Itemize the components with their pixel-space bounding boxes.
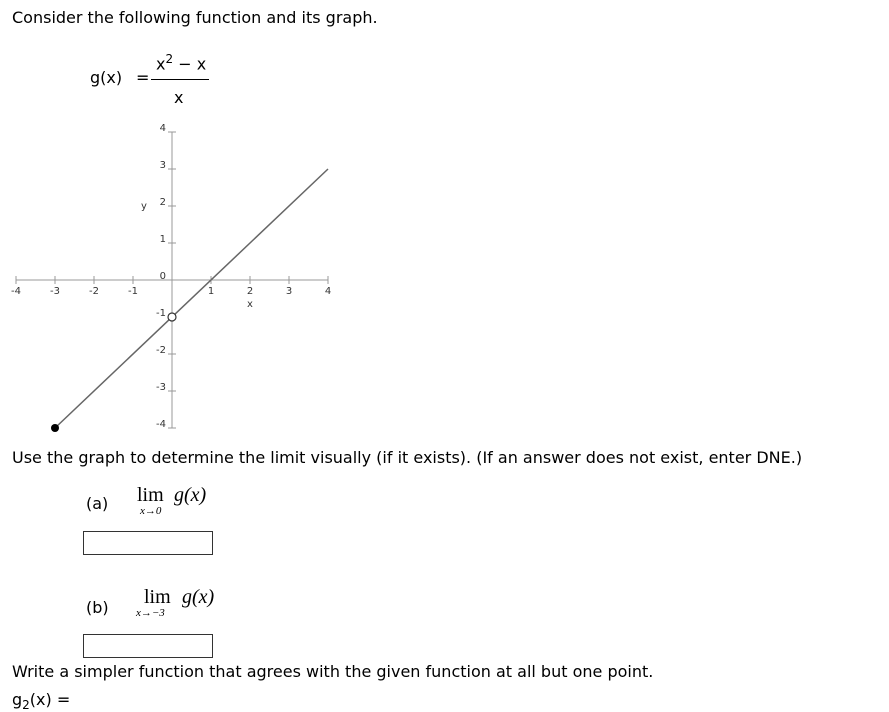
x-tick-label: 2 — [247, 286, 253, 297]
fraction-bar — [151, 79, 209, 80]
num-rest: − x — [173, 54, 207, 74]
numerator: x2 − x — [156, 52, 206, 73]
equals: = — [136, 68, 150, 87]
x-tick-label: 3 — [286, 286, 292, 297]
x-tick-label: 1 — [208, 286, 214, 297]
lim-expr: g(x) — [182, 586, 215, 608]
y-tick-label: 1 — [160, 234, 166, 245]
num-exp: 2 — [165, 52, 174, 66]
y-tick-label: 2 — [160, 197, 166, 208]
num-base: x — [156, 54, 166, 74]
y-tick-label: -3 — [156, 382, 166, 393]
closed-point — [51, 424, 59, 432]
y-tick-label: 3 — [160, 160, 166, 171]
answer-input[interactable] — [83, 634, 213, 658]
x-tick-label: -4 — [11, 286, 21, 297]
intro: Consider the following function and its … — [12, 8, 378, 27]
y-tick-label: 0 — [160, 271, 166, 282]
graph: -4 -3 -2 -1 1 2 3 4 -4 -3 -2 -1 0 1 2 3 4 x y — [11, 123, 331, 432]
graph-line — [54, 168, 329, 429]
x-tick-label: 4 — [325, 286, 331, 297]
denominator: x — [174, 88, 184, 107]
fn-name: g — [12, 690, 23, 709]
x-axis-label: x — [247, 299, 253, 310]
y-tick-label: -1 — [156, 308, 166, 319]
x-tick-label: -2 — [89, 286, 99, 297]
x-tick-label: -1 — [128, 286, 138, 297]
x-tick-label: -3 — [50, 286, 60, 297]
lim: lim — [144, 586, 171, 608]
lim-sub: x→0 — [140, 505, 162, 517]
fn-rest: (x) = — [29, 690, 71, 709]
y-tick-label: 4 — [160, 123, 166, 134]
open-point — [167, 312, 177, 322]
function-name: g(x) — [90, 68, 123, 87]
lim: lim — [137, 484, 164, 506]
simpler-prompt: Write a simpler function that agrees wit… — [12, 662, 654, 681]
part-label: (a) — [86, 494, 109, 513]
y-axis-label: y — [141, 201, 147, 212]
instruction: Use the graph to determine the limit vis… — [12, 448, 803, 467]
lim-sub: x→−3 — [136, 607, 165, 619]
fn-sub: 2 — [22, 698, 30, 712]
answer-input[interactable] — [83, 531, 213, 555]
lim-expr: g(x) — [174, 484, 207, 506]
y-tick-label: -4 — [156, 419, 166, 430]
part-label: (b) — [86, 598, 109, 617]
y-tick-label: -2 — [156, 345, 166, 356]
simpler-function: g2(x) = — [12, 690, 70, 712]
